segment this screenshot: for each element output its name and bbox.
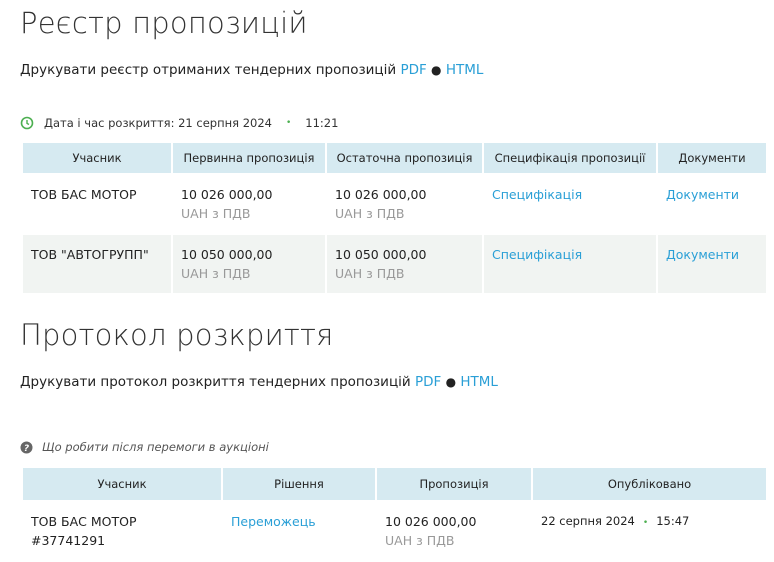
amount: 10 050 000,00 xyxy=(335,247,427,262)
opening-time: 11:21 xyxy=(305,116,339,130)
table-row: ТОВ БАС МОТОР 10 026 000,00 UAH з ПДВ 10 … xyxy=(23,175,766,233)
help-text[interactable]: Що робити після перемоги в аукціоні xyxy=(42,440,269,454)
protocol-pdf-link[interactable]: PDF xyxy=(414,374,442,390)
participant: ТОВ "АВТОГРУПП" xyxy=(23,235,171,293)
spec-link[interactable]: Специфікація xyxy=(492,247,583,262)
participant-code: #37741291 xyxy=(31,533,106,548)
col-header: Первинна пропозиція xyxy=(173,143,325,173)
protocol-table: Учасник Рішення Пропозиція Опубліковано ТОВ… xyxy=(21,466,768,562)
opening-datetime: Дата і час розкриття: 21 серпня 2024 • 1… xyxy=(20,116,338,130)
print-text: Друкувати реєстр отриманих тендерних про… xyxy=(20,62,397,78)
svg-text:?: ? xyxy=(24,444,29,454)
col-header: Учасник xyxy=(23,468,221,500)
protocol-title: Протокол розкриття xyxy=(20,318,334,352)
offer: 10 026 000,00 UAH з ПДВ xyxy=(377,502,531,560)
table-row: ТОВ "АВТОГРУПП" 10 050 000,00 UAH з ПДВ 1… xyxy=(23,235,766,293)
col-header: Пропозиція xyxy=(377,468,531,500)
registry-table: Учасник Первинна пропозиція Остаточна проп… xyxy=(21,141,768,295)
registry-print-line: Друкувати реєстр отриманих тендерних про… xyxy=(20,62,484,78)
unit: UAH з ПДВ xyxy=(335,206,405,221)
documents-link[interactable]: Документи xyxy=(666,187,740,202)
final-offer: 10 026 000,00 UAH з ПДВ xyxy=(327,175,482,233)
final-offer: 10 050 000,00 UAH з ПДВ xyxy=(327,235,482,293)
unit: UAH з ПДВ xyxy=(181,266,251,281)
initial-offer: 10 026 000,00 UAH з ПДВ xyxy=(173,175,325,233)
published-date: 22 серпня 2024 xyxy=(541,514,635,528)
registry-html-link[interactable]: HTML xyxy=(445,62,484,78)
registry-pdf-link[interactable]: PDF xyxy=(400,62,427,78)
initial-offer: 10 050 000,00 UAH з ПДВ xyxy=(173,235,325,293)
registry-title: Реєстр пропозицій xyxy=(20,6,308,40)
protocol-print-line: Друкувати протокол розкриття тендерних п… xyxy=(20,374,498,390)
col-header: Учасник xyxy=(23,143,171,173)
unit: UAH з ПДВ xyxy=(181,206,251,221)
published-time: 15:47 xyxy=(656,514,690,528)
documents-link[interactable]: Документи xyxy=(666,247,740,262)
col-header: Опубліковано xyxy=(533,468,766,500)
col-header: Специфікація пропозиції xyxy=(484,143,656,173)
table-row: ТОВ БАС МОТОР #37741291 Переможець 10 026… xyxy=(23,502,766,560)
unit: UAH з ПДВ xyxy=(385,533,455,548)
published: 22 серпня 2024 • 15:47 xyxy=(541,514,690,528)
col-header: Остаточна пропозиція xyxy=(327,143,482,173)
amount: 10 050 000,00 xyxy=(181,247,273,262)
clock-icon xyxy=(20,116,34,130)
amount: 10 026 000,00 xyxy=(335,187,427,202)
question-circle-icon: ? xyxy=(20,441,33,454)
decision-link[interactable]: Переможець xyxy=(231,514,316,529)
spec-link[interactable]: Специфікація xyxy=(492,187,583,202)
unit: UAH з ПДВ xyxy=(335,266,405,281)
col-header: Документи xyxy=(658,143,766,173)
print-text: Друкувати протокол розкриття тендерних п… xyxy=(20,374,411,390)
participant: ТОВ БАС МОТОР xyxy=(31,187,137,202)
opening-label: Дата і час розкриття: 21 серпня 2024 xyxy=(44,116,272,130)
col-header: Рішення xyxy=(223,468,375,500)
participant-name: ТОВ БАС МОТОР xyxy=(31,514,137,529)
help-link[interactable]: ? Що робити після перемоги в аукціоні xyxy=(20,440,269,454)
participant: ТОВ БАС МОТОР #37741291 xyxy=(23,502,221,560)
protocol-html-link[interactable]: HTML xyxy=(460,374,498,390)
amount: 10 026 000,00 xyxy=(181,187,273,202)
amount: 10 026 000,00 xyxy=(385,514,477,529)
